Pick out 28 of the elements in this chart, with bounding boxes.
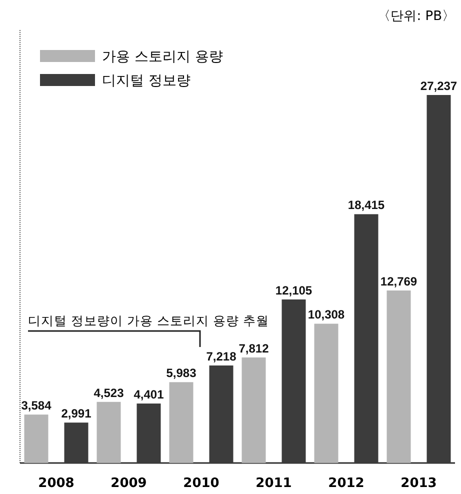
text: 〈단위: PB〉 [378,9,455,24]
bar [169,382,194,463]
bar [314,324,338,463]
bar [386,290,411,463]
bar [242,357,266,463]
annotation: 디지털 정보량이 가용 스토리지 용량 추월 [28,313,269,328]
legend-label: 디지털 정보량 [102,73,190,89]
data-label: 4,401 [134,388,164,402]
x-tick-label: 2008 [38,476,74,491]
data-label: 18,415 [348,198,385,212]
data-label: 5,983 [166,366,197,380]
bar [96,402,121,463]
data-label: 10,308 [308,308,345,322]
bar [24,414,48,463]
data-label: 12,769 [380,274,418,288]
x-tick-label: 2013 [400,476,437,491]
data-label: 7,218 [206,349,237,364]
data-label: 27,237 [420,79,458,93]
legend-label: 가용 스토리지 용량 [102,49,223,65]
x-tick-label: 2012 [328,476,364,491]
x-tick-label: 2010 [183,476,220,491]
data-label: 4,523 [94,386,124,400]
data-label: 7,812 [238,341,270,356]
data-label: 12,105 [275,283,312,298]
data-label: 3,584 [21,398,52,413]
x-tick-label: 2009 [110,476,147,491]
data-label: 2,991 [61,406,92,421]
x-tick-label: 2011 [256,476,292,491]
